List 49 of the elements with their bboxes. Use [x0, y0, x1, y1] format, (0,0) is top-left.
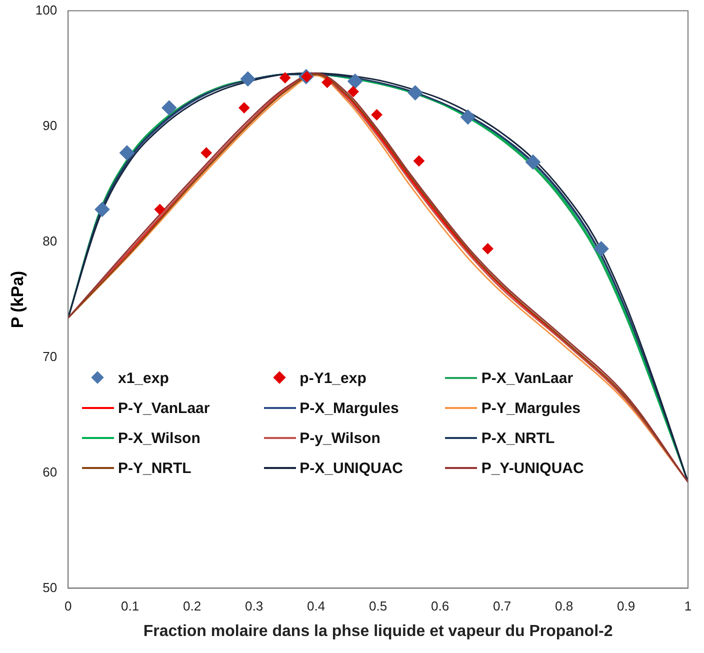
point: [238, 102, 250, 114]
legend-label: P-X_Margules: [300, 400, 399, 416]
legend-label: P_Y-UNIQUAC: [481, 460, 584, 476]
legend-label: P-Y_Margules: [481, 400, 581, 416]
point: [200, 147, 212, 158]
point: [482, 243, 494, 254]
legend-label: P-X_VanLaar: [481, 370, 574, 386]
point: [348, 74, 363, 89]
point: [94, 202, 110, 217]
x-tick-label: 0.9: [616, 598, 636, 614]
point: [460, 110, 476, 125]
legend-label: P-X_UNIQUAC: [300, 460, 404, 476]
x-tick-label: 0.4: [307, 598, 326, 614]
y-axis-title: P (kPa): [8, 270, 27, 328]
legend-label: P-X_Wilson: [118, 430, 200, 446]
x-tick-label: 0.1: [121, 598, 140, 614]
x-axis-title: Fraction molaire dans la phse liquide et vapeur du Propanol-2: [143, 622, 613, 640]
point: [119, 145, 134, 160]
point: [526, 154, 541, 170]
y-tick-label: 60: [42, 464, 58, 480]
y-tick-label: 100: [35, 2, 58, 18]
legend-label: p-Y1_exp: [300, 370, 366, 386]
point: [413, 155, 424, 166]
point: [371, 109, 382, 120]
point: [348, 86, 359, 98]
legend-label: P-y_Wilson: [300, 430, 380, 446]
x-tick-label: 0.3: [245, 598, 264, 614]
x-tick-label: 0.6: [430, 598, 450, 614]
y-tick-label: 70: [42, 348, 58, 364]
point: [154, 204, 166, 215]
legend-label: P-X_NRTL: [481, 430, 555, 446]
legend-label: P-Y_NRTL: [118, 460, 192, 476]
y-tick-label: 50: [42, 580, 58, 595]
y-tick-label: 80: [42, 233, 58, 248]
x-tick-label: 0.8: [554, 598, 574, 614]
legend-label: P-Y_VanLaar: [118, 400, 210, 416]
point: [240, 71, 256, 86]
legend-label: x1_exp: [118, 370, 169, 386]
x-tick-label: 0: [64, 598, 72, 614]
point: [408, 85, 423, 100]
x-tick-label: 0.5: [369, 598, 388, 614]
point: [594, 241, 609, 256]
x-tick-label: 0.7: [492, 598, 512, 614]
y-tick-label: 90: [42, 118, 58, 133]
x-tick-label: 0.2: [183, 598, 202, 614]
point: [322, 76, 333, 88]
point: [280, 72, 291, 84]
x-tick-label: 1: [684, 598, 692, 614]
point: [162, 100, 177, 116]
